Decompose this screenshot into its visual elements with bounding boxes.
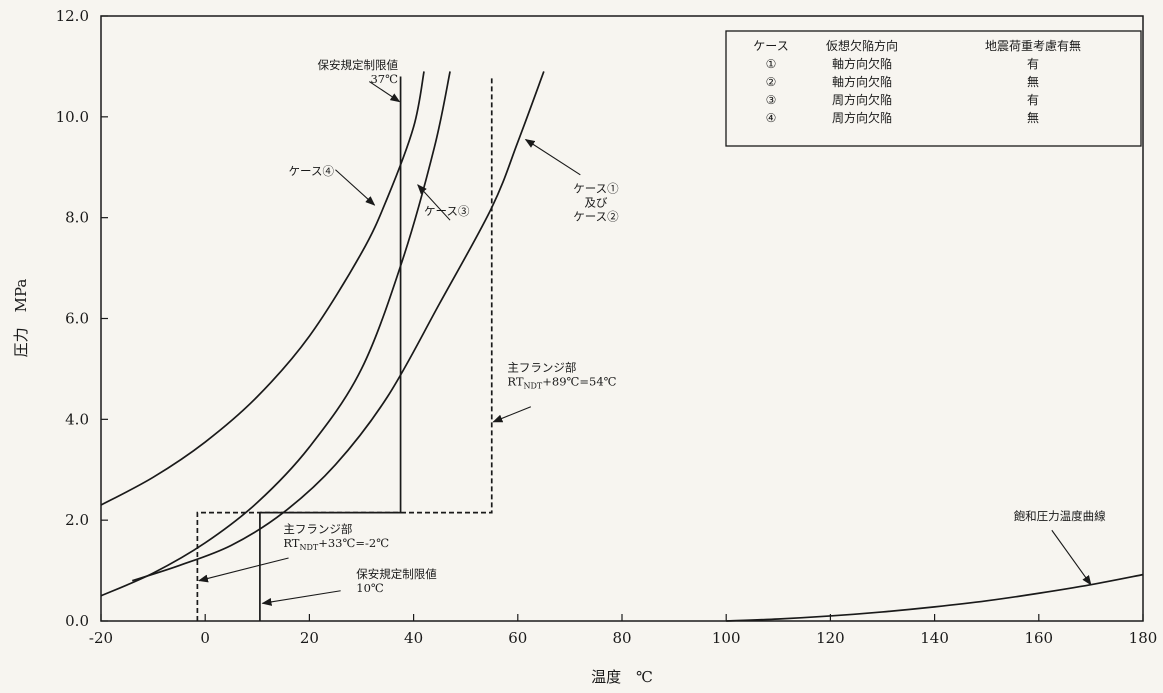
legend-cell: 周方向欠陥: [832, 110, 892, 125]
legend-cell: ②: [766, 75, 777, 89]
x-tick-label: 0: [200, 629, 210, 647]
series-line-6: [196, 76, 493, 621]
y-tick-label: 10.0: [56, 108, 89, 126]
annotation-arrow: [261, 590, 341, 606]
annotation-arrow: [492, 406, 532, 423]
annotation-text: RTNDT+89℃=54℃: [507, 374, 616, 390]
series-line-2: [131, 71, 545, 582]
legend-cell: ④: [766, 111, 777, 125]
annotation-arrow: [369, 81, 401, 103]
x-tick-label: 180: [1129, 629, 1158, 647]
annotation-text: RTNDT+33℃=-2℃: [283, 536, 389, 552]
x-tick-label: 20: [300, 629, 319, 647]
x-tick-label: 140: [920, 629, 949, 647]
y-tick-label: 4.0: [65, 410, 89, 428]
legend-header: 仮想欠陥方向: [826, 38, 898, 53]
legend-cell: 周方向欠陥: [832, 92, 892, 107]
annotation-text: 及び: [584, 195, 607, 209]
x-axis-label: 温度 ℃: [591, 668, 653, 686]
series-line-3: [726, 573, 1144, 622]
x-tick-label: 120: [816, 629, 845, 647]
legend-header: ケース: [753, 39, 788, 53]
annotation-text: 37℃: [370, 72, 398, 86]
annotation-text: 保安規定制限値: [356, 567, 437, 581]
x-tick-label: -20: [89, 629, 113, 647]
series-line-4: [259, 76, 402, 514]
legend-cell: 軸方向欠陥: [832, 56, 892, 71]
annotation-text: 10℃: [356, 581, 384, 595]
legend-cell: 無: [1027, 110, 1039, 125]
legend-cell: 有: [1027, 93, 1039, 107]
legend-cell: 無: [1027, 74, 1039, 89]
legend-cell: ①: [766, 57, 777, 71]
x-tick-label: 40: [404, 629, 423, 647]
annotation-arrow: [197, 557, 289, 583]
annotation-arrow: [1051, 529, 1092, 586]
x-tick-label: 80: [612, 629, 631, 647]
series-group: [100, 71, 1144, 622]
annotation-text: ケース②: [573, 209, 619, 223]
annotation-text: ケース③: [424, 204, 470, 218]
y-tick-label: 8.0: [65, 209, 89, 227]
y-tick-label: 12.0: [56, 7, 89, 25]
annotation-text: 主フランジ部: [283, 522, 352, 536]
annotation-text: 飽和圧力温度曲線: [1014, 509, 1106, 523]
y-axis-label: 圧力 MPa: [12, 279, 30, 358]
annotation-arrow: [417, 184, 451, 221]
annotation-text: 保安規定制限値: [317, 58, 398, 72]
annotation-arrow: [335, 169, 376, 206]
y-tick-label: 6.0: [65, 310, 89, 328]
series-line-1: [100, 71, 451, 597]
annotation-arrow: [524, 138, 581, 176]
x-tick-label: 100: [712, 629, 741, 647]
y-tick-label: 2.0: [65, 511, 89, 529]
x-tick-label: 60: [508, 629, 527, 647]
legend-header: 地震荷重考慮有無: [985, 38, 1081, 53]
axis-ticks: -20 0 20 40 60 80 100 120 140 160 180 0.0 2.0 4.0 6.0 8…: [56, 7, 1158, 647]
legend-cell: 有: [1027, 57, 1039, 71]
annotation-text: 主フランジ部: [507, 360, 576, 374]
legend-cell: ③: [766, 93, 777, 107]
legend-box: [725, 30, 1142, 147]
y-tick-label: 0.0: [65, 612, 89, 630]
annotation-text: ケース①: [573, 181, 619, 195]
x-tick-label: 160: [1024, 629, 1053, 647]
annotations-group: 保安規定制限値37℃ケース④ケース③ケース①及びケース②主フランジ部RTNDT+…: [197, 58, 1106, 606]
legend-cell: 軸方向欠陥: [832, 74, 892, 89]
annotation-text: ケース④: [289, 164, 335, 178]
series-line-0: [100, 71, 425, 506]
